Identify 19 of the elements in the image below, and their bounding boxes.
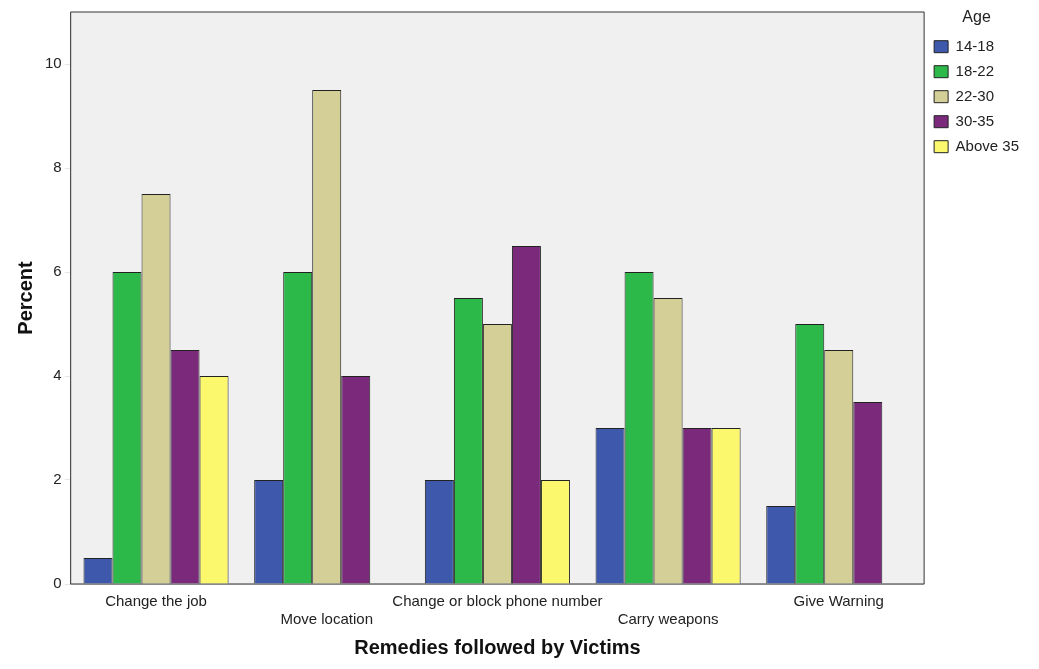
legend-title: Age [962, 8, 991, 26]
y-tick-label: 6 [53, 262, 62, 280]
legend-label: 30-35 [955, 111, 994, 129]
y-tick-label: 2 [53, 470, 62, 488]
x-axis-title: Remedies followed by Victims [354, 635, 641, 658]
legend-label: 14-18 [955, 36, 994, 54]
y-tick-label: 4 [53, 366, 62, 384]
x-tick-label: Give Warning [793, 592, 884, 610]
x-tick-label: Change or block phone number [392, 592, 603, 610]
y-tick-label: 10 [45, 54, 62, 72]
y-tick-label: 0 [53, 574, 62, 592]
y-axis-title: Percent [13, 260, 36, 335]
legend-label: Above 35 [955, 136, 1020, 154]
x-tick-label: Carry weapons [617, 610, 719, 628]
legend-label: 18-22 [955, 61, 994, 79]
x-tick-label: Move location [280, 610, 373, 628]
x-tick-label: Change the job [105, 592, 207, 610]
legend-label: 22-30 [955, 86, 994, 104]
y-tick-label: 8 [53, 158, 62, 176]
